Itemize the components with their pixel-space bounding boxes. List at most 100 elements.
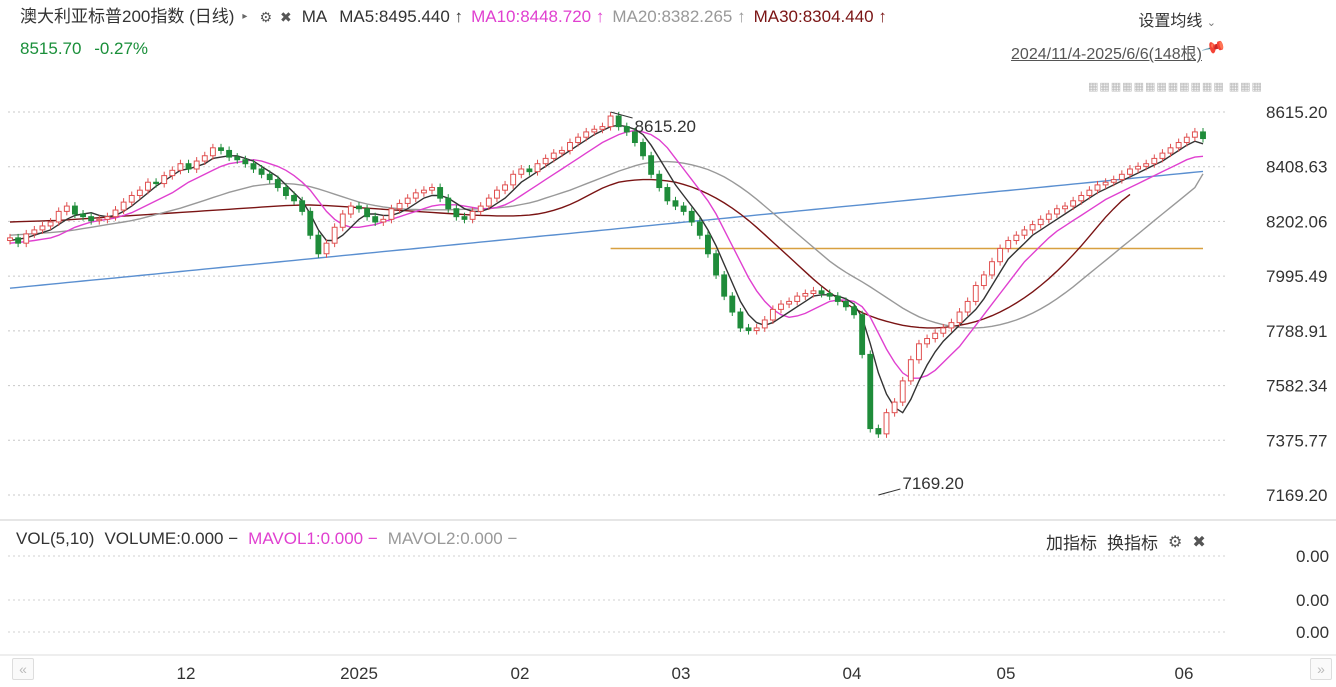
candle[interactable] xyxy=(851,302,857,319)
candle[interactable] xyxy=(1021,225,1028,240)
candle[interactable] xyxy=(226,146,233,162)
candle[interactable] xyxy=(810,286,817,298)
candle[interactable] xyxy=(266,170,273,184)
candle[interactable] xyxy=(794,292,801,306)
candle[interactable] xyxy=(63,202,70,216)
candle[interactable] xyxy=(705,231,711,258)
candle[interactable] xyxy=(567,138,573,155)
candle[interactable] xyxy=(972,281,979,306)
candle[interactable] xyxy=(429,183,435,195)
candle[interactable] xyxy=(388,204,395,224)
candle[interactable] xyxy=(932,329,939,343)
candle[interactable] xyxy=(753,323,760,335)
candle[interactable] xyxy=(1102,178,1109,189)
candle[interactable] xyxy=(80,210,86,221)
candle[interactable] xyxy=(161,171,168,188)
candle[interactable] xyxy=(713,249,719,279)
candle[interactable] xyxy=(1167,143,1174,158)
candle[interactable] xyxy=(242,155,249,168)
candle[interactable] xyxy=(485,194,492,211)
candle[interactable] xyxy=(802,289,809,301)
candle[interactable] xyxy=(940,323,947,338)
candle[interactable] xyxy=(502,180,508,195)
candle[interactable] xyxy=(591,125,598,136)
candle[interactable] xyxy=(299,196,306,216)
candle[interactable] xyxy=(1135,162,1142,173)
candle[interactable] xyxy=(291,191,297,205)
candle[interactable] xyxy=(680,202,687,216)
candle[interactable] xyxy=(826,289,833,301)
toolbar-dots-icon[interactable]: ▦▦▦▦▦▦▦▦▦▦▦▦ ▦▦▦ xyxy=(1088,81,1263,93)
candle[interactable] xyxy=(453,204,460,221)
candle[interactable] xyxy=(526,165,533,176)
candle[interactable] xyxy=(980,270,987,290)
candle[interactable] xyxy=(583,127,590,142)
candle[interactable] xyxy=(71,202,78,219)
candle[interactable] xyxy=(575,133,582,147)
candle[interactable] xyxy=(323,239,330,258)
gear-icon[interactable]: ⚙ xyxy=(259,9,273,25)
candle[interactable] xyxy=(688,207,695,226)
candle[interactable] xyxy=(518,165,525,179)
candle[interactable] xyxy=(834,292,841,306)
candle[interactable] xyxy=(315,231,322,258)
candle[interactable] xyxy=(258,165,265,179)
close-icon[interactable]: ✖ xyxy=(280,9,292,25)
candle[interactable] xyxy=(153,178,160,188)
candle[interactable] xyxy=(339,210,346,232)
candle[interactable] xyxy=(875,424,882,438)
candle[interactable] xyxy=(1191,127,1198,142)
candle[interactable] xyxy=(818,286,825,298)
candle[interactable] xyxy=(282,183,289,200)
candle[interactable] xyxy=(380,215,387,226)
candle[interactable] xyxy=(331,223,338,248)
candle[interactable] xyxy=(510,170,517,189)
candle[interactable] xyxy=(494,186,500,203)
candle[interactable] xyxy=(599,122,606,134)
candle[interactable] xyxy=(201,151,208,166)
candle[interactable] xyxy=(648,151,655,179)
candle[interactable] xyxy=(761,316,768,332)
candle[interactable] xyxy=(615,112,622,131)
candle[interactable] xyxy=(534,159,541,176)
candle[interactable] xyxy=(1037,215,1044,229)
candle[interactable] xyxy=(477,202,484,216)
candle[interactable] xyxy=(445,194,452,213)
candle[interactable] xyxy=(729,292,736,317)
candle[interactable] xyxy=(956,308,963,327)
candle[interactable] xyxy=(948,318,955,332)
candle[interactable] xyxy=(104,212,111,224)
candle[interactable] xyxy=(640,138,646,160)
candle[interactable] xyxy=(664,183,671,205)
candle[interactable] xyxy=(721,270,728,301)
candle[interactable] xyxy=(1200,127,1206,143)
candle[interactable] xyxy=(145,178,151,195)
candle[interactable] xyxy=(1045,210,1052,224)
candle[interactable] xyxy=(550,149,557,163)
candle[interactable] xyxy=(177,159,184,175)
candle[interactable] xyxy=(745,323,752,335)
candle[interactable] xyxy=(623,122,630,136)
candle[interactable] xyxy=(1013,231,1020,245)
candle[interactable] xyxy=(891,398,898,417)
candle[interactable] xyxy=(372,212,379,226)
candle[interactable] xyxy=(1053,204,1060,219)
candle[interactable] xyxy=(842,297,849,311)
candle[interactable] xyxy=(542,154,549,168)
candle[interactable] xyxy=(307,207,314,240)
candle[interactable] xyxy=(1151,154,1158,168)
settings-ma-button[interactable]: 设置均线 ⌄ xyxy=(1138,7,1216,31)
candle[interactable] xyxy=(1159,149,1166,163)
candle[interactable] xyxy=(437,183,444,203)
candle[interactable] xyxy=(1078,191,1085,205)
candle[interactable] xyxy=(88,212,95,225)
candle[interactable] xyxy=(997,244,1004,266)
candle[interactable] xyxy=(185,159,192,173)
close-icon[interactable]: ✖ xyxy=(1192,533,1206,551)
candle[interactable] xyxy=(867,350,874,433)
double-chevron-right-icon[interactable]: » xyxy=(1310,658,1332,680)
candle[interactable] xyxy=(631,127,638,147)
candle[interactable] xyxy=(883,408,890,438)
candle[interactable] xyxy=(1086,186,1093,200)
